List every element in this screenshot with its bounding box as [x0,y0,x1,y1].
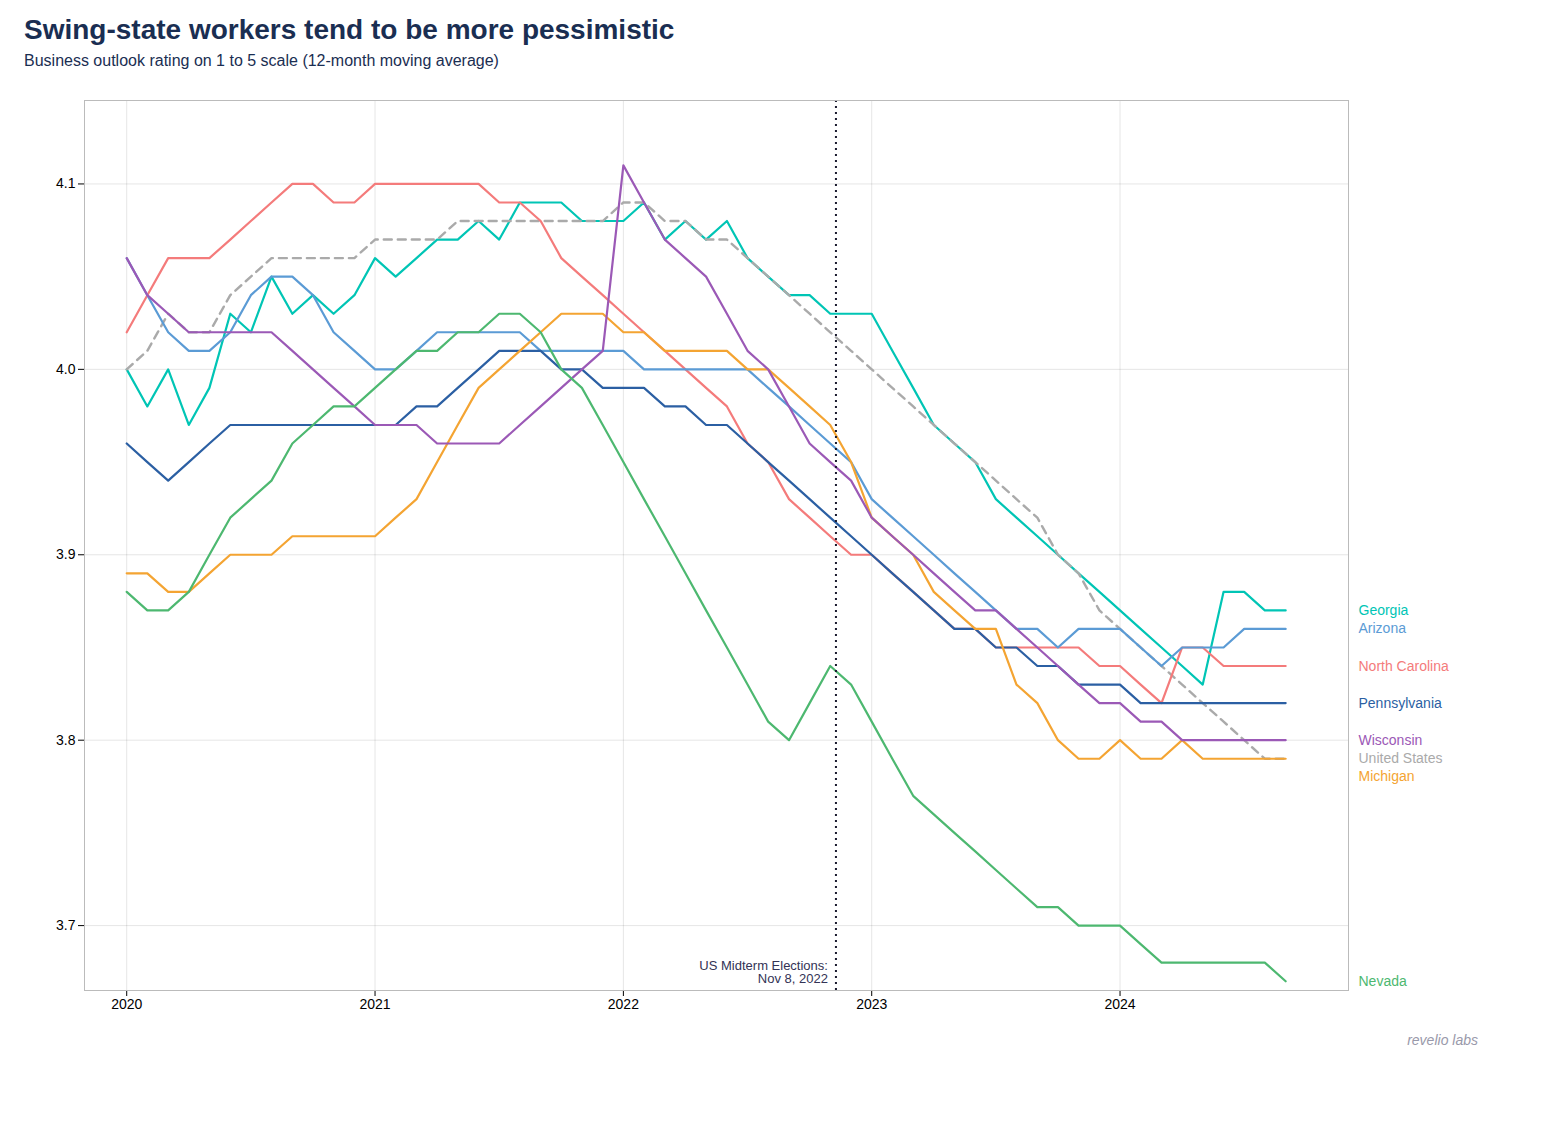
svg-text:2023: 2023 [856,996,887,1012]
html-text:revelio labs: revelio labs [1407,1032,1478,1048]
svg-text:3.7: 3.7 [56,917,76,933]
svg-text:United States: United States [1359,750,1443,766]
svg-text:3.8: 3.8 [56,732,76,748]
svg-text:Nevada: Nevada [1359,973,1407,989]
svg-text:US Midterm Elections:Nov 8, 20: US Midterm Elections:Nov 8, 2022 [699,958,828,986]
svg-text:Pennsylvania: Pennsylvania [1359,695,1442,711]
svg-text:Georgia: Georgia [1359,602,1409,618]
html-text:Swing-state workers tend to be: Swing-state workers tend to be more pess… [24,14,675,45]
svg-text:4.0: 4.0 [56,361,76,377]
svg-text:Arizona: Arizona [1359,620,1407,636]
svg-text:Michigan: Michigan [1359,768,1415,784]
svg-text:2020: 2020 [111,996,142,1012]
html-text:Business outlook rating on 1 t: Business outlook rating on 1 to 5 scale … [24,52,499,69]
svg-text:3.9: 3.9 [56,546,76,562]
svg-text:2024: 2024 [1104,996,1135,1012]
svg-text:North Carolina: North Carolina [1359,658,1449,674]
svg-text:2021: 2021 [359,996,390,1012]
svg-text:4.1: 4.1 [56,175,76,191]
svg-text:Wisconsin: Wisconsin [1359,732,1423,748]
svg-text:2022: 2022 [608,996,639,1012]
